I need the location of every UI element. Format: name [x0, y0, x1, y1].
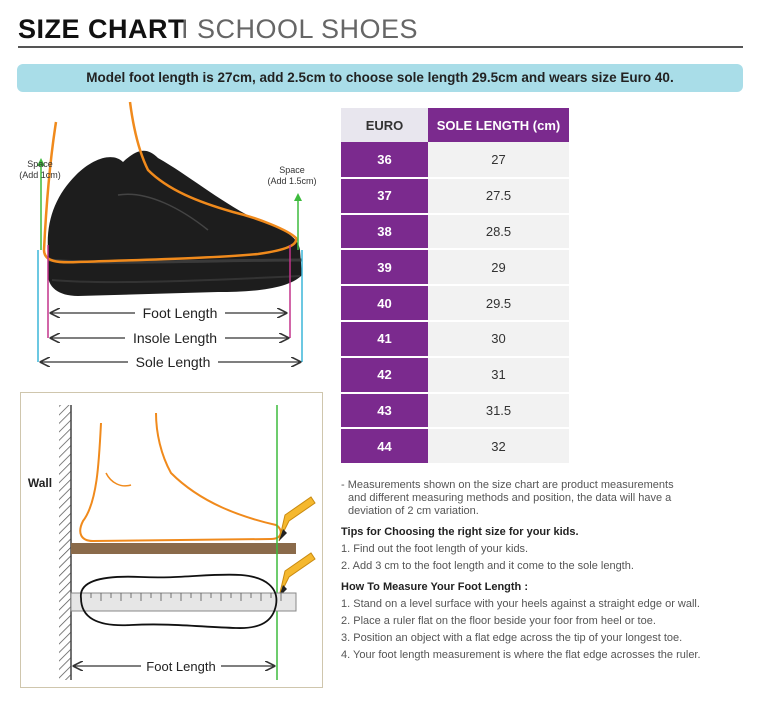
sole-length-label: Sole Length — [136, 354, 211, 370]
page-title: SIZE CHART — [18, 14, 185, 44]
table-row: 44 32 — [341, 428, 569, 466]
euro-column-header: EURO — [341, 108, 428, 142]
euro-cell: 40 — [341, 285, 428, 322]
table-header-row: EURO SOLE LENGTH (cm) — [341, 108, 569, 142]
sole-cell: 27 — [428, 142, 569, 179]
table-row: 38 28.5 — [341, 213, 569, 251]
table-row: 36 27 — [341, 142, 569, 179]
list-item: 1. Stand on a level surface with your he… — [341, 598, 700, 610]
list-item: 2. Place a ruler flat on the floor besid… — [341, 615, 656, 627]
sole-cell: 28.5 — [428, 213, 569, 251]
foot-length-label: Foot Length — [143, 305, 218, 321]
side-foot-outline — [79, 412, 282, 543]
list-item: 3. Position an object with a flat edge a… — [341, 632, 683, 644]
euro-cell: 36 — [341, 142, 428, 179]
sole-cell: 30 — [428, 320, 569, 358]
howto-list: 1. Stand on a level surface with your he… — [341, 596, 751, 664]
list-item: 1. Find out the foot length of your kids… — [341, 543, 529, 555]
euro-cell: 43 — [341, 392, 428, 430]
space-left-label: Space — [27, 159, 53, 169]
space-right-label: Space — [279, 165, 305, 175]
sole-cell: 31.5 — [428, 392, 569, 430]
ruler — [70, 592, 297, 612]
pencil-icon-2 — [278, 552, 316, 598]
wall-label: Wall — [28, 476, 52, 490]
header: SIZE CHART I SCHOOL SHOES — [18, 12, 743, 48]
sole-cell: 27.5 — [428, 177, 569, 215]
sole-cell: 31 — [428, 356, 569, 394]
table-row: 39 29 — [341, 249, 569, 287]
table-row: 41 30 — [341, 320, 569, 358]
table-row: 42 31 — [341, 356, 569, 394]
foot-measure-diagram: Foot Length Wall — [20, 392, 323, 688]
table-row: 37 27.5 — [341, 177, 569, 215]
euro-cell: 42 — [341, 356, 428, 394]
table-row: 40 29.5 — [341, 285, 569, 322]
table-row: 43 31.5 — [341, 392, 569, 430]
euro-cell: 39 — [341, 249, 428, 287]
page-subtitle: I SCHOOL SHOES — [181, 14, 419, 44]
euro-cell: 38 — [341, 213, 428, 251]
euro-cell: 44 — [341, 428, 428, 466]
notes-section: - Measurements shown on the size chart a… — [341, 479, 751, 664]
howto-title: How To Measure Your Foot Length : — [341, 581, 528, 593]
euro-cell: 41 — [341, 320, 428, 358]
shoe-illustration: Foot Length Insole Length Sole Length Sp… — [19, 101, 317, 371]
space-right-sub-label: (Add 1.5cm) — [267, 176, 316, 186]
footprint-outline — [80, 573, 278, 629]
foot-outline — [42, 101, 298, 264]
shoe-shape — [47, 150, 302, 296]
measure-foot-length-label: Foot Length — [146, 659, 215, 674]
list-item: 4. Your foot length measurement is where… — [341, 649, 701, 661]
pencil-icon — [278, 496, 316, 542]
model-info-banner: Model foot length is 27cm, add 2.5cm to … — [17, 64, 743, 92]
sole-length-column-header: SOLE LENGTH (cm) — [428, 108, 569, 142]
shoe-measurement-diagram: Foot Length Insole Length Sole Length Sp… — [18, 100, 318, 375]
measure-illustration: Foot Length Wall — [23, 405, 316, 680]
disclaimer-line-2: and different measuring methods and posi… — [348, 492, 672, 504]
space-left-sub-label: (Add 1cm) — [19, 170, 61, 180]
disclaimer-line-3: deviation of 2 cm variation. — [348, 505, 479, 517]
sole-cell: 29 — [428, 249, 569, 287]
disclaimer-line-1: - Measurements shown on the size chart a… — [341, 479, 674, 491]
euro-cell: 37 — [341, 177, 428, 215]
size-table: EURO SOLE LENGTH (cm) 36 27 37 27.5 38 28.5… — [341, 108, 569, 466]
sole-cell: 29.5 — [428, 285, 569, 322]
sole-cell: 32 — [428, 428, 569, 466]
tips-title: Tips for Choosing the right size for you… — [341, 526, 579, 538]
insole-length-label: Insole Length — [133, 330, 217, 346]
tips-list: 1. Find out the foot length of your kids… — [341, 541, 751, 575]
list-item: 2. Add 3 cm to the foot length and it co… — [341, 560, 634, 572]
